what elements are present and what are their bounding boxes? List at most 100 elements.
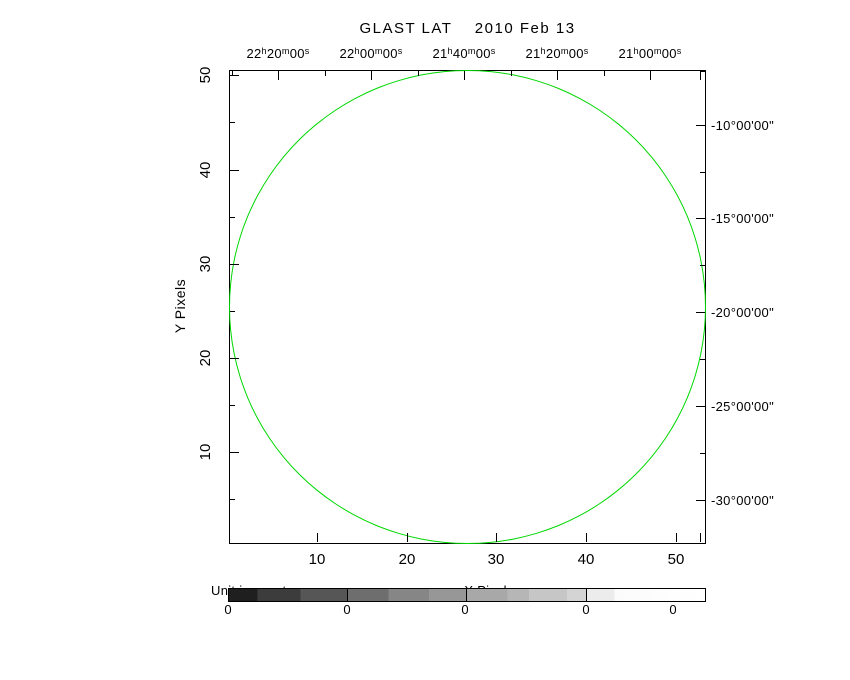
dec-axis-major-tick bbox=[696, 218, 705, 219]
ra-label-part: s bbox=[304, 46, 310, 56]
ra-label-part: m bbox=[560, 46, 569, 56]
ra-label-part: h bbox=[261, 46, 267, 56]
dec-axis-major-tick bbox=[696, 125, 705, 126]
dec-axis-major-tick bbox=[696, 312, 705, 313]
y-tick-label: 50 bbox=[197, 66, 214, 84]
dec-axis-major-tick bbox=[696, 500, 705, 501]
dec-tick-label: -30°00'00" bbox=[711, 493, 775, 508]
ra-label-part: m bbox=[653, 46, 662, 56]
ra-label-part: s bbox=[397, 46, 403, 56]
dec-tick-label: -25°00'00" bbox=[711, 399, 775, 414]
y-axis-minor-tick bbox=[230, 405, 235, 406]
ra-tick-label: 21h00m00s bbox=[605, 46, 695, 62]
x-tick-label: 40 bbox=[577, 551, 595, 568]
x-axis-major-tick bbox=[586, 533, 587, 542]
ra-label-part: m bbox=[281, 46, 290, 56]
y-tick-label: 40 bbox=[197, 161, 214, 179]
colorbar-tick-label: 0 bbox=[669, 602, 677, 617]
colorbar-tick-label: 0 bbox=[343, 602, 351, 617]
ra-label-part: m bbox=[467, 46, 476, 56]
y-axis-minor-tick bbox=[230, 217, 235, 218]
y-axis-major-tick bbox=[230, 75, 239, 76]
ra-label-part: m bbox=[374, 46, 383, 56]
colorbar-tick bbox=[586, 588, 587, 602]
y-axis-major-tick bbox=[230, 452, 239, 453]
x-tick-label: 10 bbox=[308, 551, 326, 568]
dec-tick-label: -10°00'00" bbox=[711, 118, 775, 133]
y-tick-label: 10 bbox=[197, 443, 214, 461]
ra-axis-major-tick bbox=[371, 71, 372, 80]
ra-tick-label: 22h00m00s bbox=[326, 46, 416, 62]
colorbar[interactable] bbox=[228, 588, 706, 602]
ra-axis-minor-tick bbox=[325, 71, 326, 76]
dec-axis-major-tick bbox=[696, 406, 705, 407]
ra-label-part: s bbox=[490, 46, 496, 56]
ra-label-part: 20 bbox=[266, 46, 282, 61]
ra-label-part: 22 bbox=[339, 46, 355, 61]
colorbar-tick-label: 0 bbox=[461, 602, 469, 617]
ra-label-part: h bbox=[447, 46, 453, 56]
y-axis-minor-tick bbox=[230, 311, 235, 312]
ra-label-part: 40 bbox=[452, 46, 468, 61]
region-circle bbox=[229, 70, 706, 544]
x-axis-major-tick bbox=[317, 533, 318, 542]
ra-label-part: 21 bbox=[618, 46, 634, 61]
ra-axis-major-tick bbox=[650, 71, 651, 80]
plot-title: GLAST LAT 2010 Feb 13 bbox=[359, 20, 576, 37]
colorbar-tick-label: 0 bbox=[582, 602, 590, 617]
x-tick-label: 50 bbox=[667, 551, 685, 568]
ra-label-part: h bbox=[354, 46, 360, 56]
y-axis-major-tick bbox=[230, 170, 239, 171]
x-tick-label: 20 bbox=[398, 551, 416, 568]
ra-label-part: 00 bbox=[289, 46, 305, 61]
x-tick-label: 30 bbox=[487, 551, 505, 568]
dec-axis-minor-tick bbox=[700, 265, 705, 266]
ra-axis-major-tick bbox=[278, 71, 279, 80]
ra-label-part: 20 bbox=[545, 46, 561, 61]
colorbar-tick-label: 0 bbox=[224, 602, 232, 617]
ra-label-part: 21 bbox=[432, 46, 448, 61]
y-axis-title: Y Pixels bbox=[172, 278, 188, 334]
y-axis-major-tick bbox=[230, 358, 239, 359]
x-axis-major-tick bbox=[496, 533, 497, 542]
ra-label-part: 00 bbox=[638, 46, 654, 61]
y-tick-label: 20 bbox=[197, 349, 214, 367]
y-axis-minor-tick bbox=[230, 122, 235, 123]
colorbar-tick bbox=[347, 588, 348, 602]
x-axis-major-tick bbox=[407, 533, 408, 542]
y-tick-label: 30 bbox=[197, 255, 214, 273]
ra-tick-label: 21h40m00s bbox=[419, 46, 509, 62]
ra-label-part: s bbox=[583, 46, 589, 56]
dec-axis-minor-tick bbox=[700, 71, 705, 72]
ra-axis-minor-tick bbox=[418, 71, 419, 76]
x-axis-major-tick bbox=[676, 533, 677, 542]
ra-label-part: 22 bbox=[246, 46, 262, 61]
ra-label-part: s bbox=[676, 46, 682, 56]
ra-tick-label: 22h20m00s bbox=[233, 46, 323, 62]
y-axis-major-tick bbox=[230, 264, 239, 265]
ra-label-part: 00 bbox=[359, 46, 375, 61]
dec-axis-minor-tick bbox=[700, 172, 705, 173]
ra-label-part: h bbox=[633, 46, 639, 56]
ra-axis-major-tick bbox=[464, 71, 465, 80]
dec-tick-label: -15°00'00" bbox=[711, 211, 775, 226]
dec-axis-minor-tick bbox=[700, 453, 705, 454]
colorbar-tick bbox=[466, 588, 467, 602]
ra-tick-label: 21h20m00s bbox=[512, 46, 602, 62]
ra-label-part: 21 bbox=[525, 46, 541, 61]
x-axis-major-tick bbox=[700, 533, 701, 542]
ra-axis-minor-tick bbox=[511, 71, 512, 76]
ra-axis-major-tick bbox=[700, 71, 701, 80]
ra-label-part: 00 bbox=[475, 46, 491, 61]
ra-label-part: 00 bbox=[568, 46, 584, 61]
dec-axis-minor-tick bbox=[700, 359, 705, 360]
ra-label-part: 00 bbox=[382, 46, 398, 61]
ra-label-part: h bbox=[540, 46, 546, 56]
ra-axis-minor-tick bbox=[232, 71, 233, 76]
ra-label-part: 00 bbox=[661, 46, 677, 61]
ra-axis-major-tick bbox=[557, 71, 558, 80]
dec-tick-label: -20°00'00" bbox=[711, 305, 775, 320]
ra-axis-minor-tick bbox=[604, 71, 605, 76]
y-axis-minor-tick bbox=[230, 499, 235, 500]
